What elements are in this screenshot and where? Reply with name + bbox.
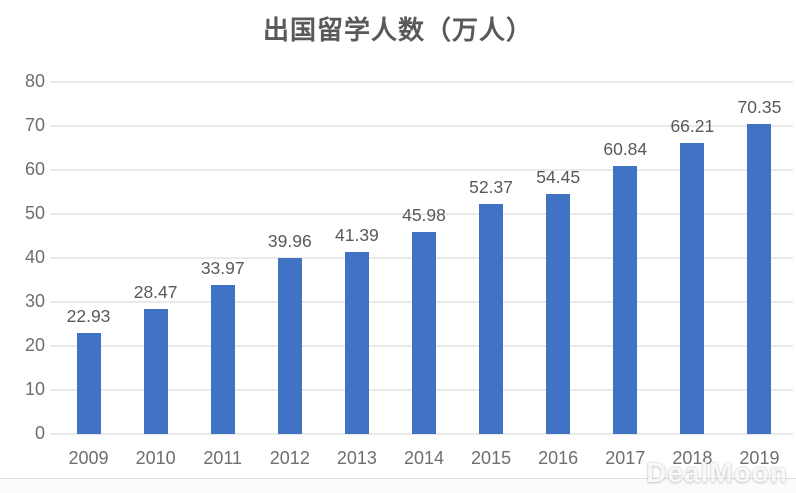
x-axis-tick-label: 2019 [739,448,780,468]
x-axis-tick-label: 2010 [135,448,176,468]
x-axis-tick-label: 2009 [68,448,109,468]
x-axis-tick-label: 2018 [672,448,713,468]
y-axis-tick-label: 80 [24,71,45,91]
footer-divider [0,478,796,493]
x-axis-tick-label: 2016 [538,448,579,468]
gridline [50,433,793,435]
bar [613,166,638,434]
watermark: DealMoon [646,457,788,488]
x-axis-tick-label: 2013 [336,448,377,468]
gridline [50,213,793,215]
x-axis-tick-label: 2011 [203,448,243,468]
bar-value-label: 54.45 [536,167,581,188]
bar [210,284,235,434]
bar-value-label: 22.93 [66,306,111,327]
x-axis-tick-label: 2017 [605,448,646,468]
chart-title: 出国留学人数（万人） [262,15,533,45]
bar [412,231,436,434]
bar [76,333,101,434]
bar-value-label: 60.84 [603,139,648,160]
bar-value-label: 33.97 [200,257,245,278]
y-axis-tick-label: 10 [24,379,45,399]
bar-value-label: 28.47 [133,281,178,302]
bar-value-label: 41.39 [335,224,379,245]
x-axis-tick-label: 2015 [471,448,512,468]
bar [546,194,571,434]
y-axis-tick-label: 30 [24,291,45,311]
y-axis-tick-label: 40 [24,247,45,267]
y-axis-tick-label: 70 [24,115,45,135]
bar-value-label: 45.98 [402,204,446,225]
gridline [50,81,793,83]
x-axis-tick-label: 2012 [269,448,310,468]
bar [680,142,705,434]
y-axis-tick-label: 50 [24,203,45,223]
bar [143,308,168,434]
x-axis-tick-label: 2014 [403,448,445,468]
gridline [50,125,793,127]
y-axis-tick-label: 60 [24,159,45,179]
y-axis-tick-label: 0 [34,423,45,443]
bar-value-label: 66.21 [670,115,715,136]
bar [277,258,302,434]
bar [479,203,504,434]
bar [747,124,772,434]
bar-value-label: 70.35 [737,97,782,118]
bar-value-label: 39.96 [267,231,312,252]
bar-value-label: 52.37 [469,176,513,197]
y-axis-tick-label: 20 [24,335,45,355]
gridline [50,169,793,171]
bar [344,251,369,434]
